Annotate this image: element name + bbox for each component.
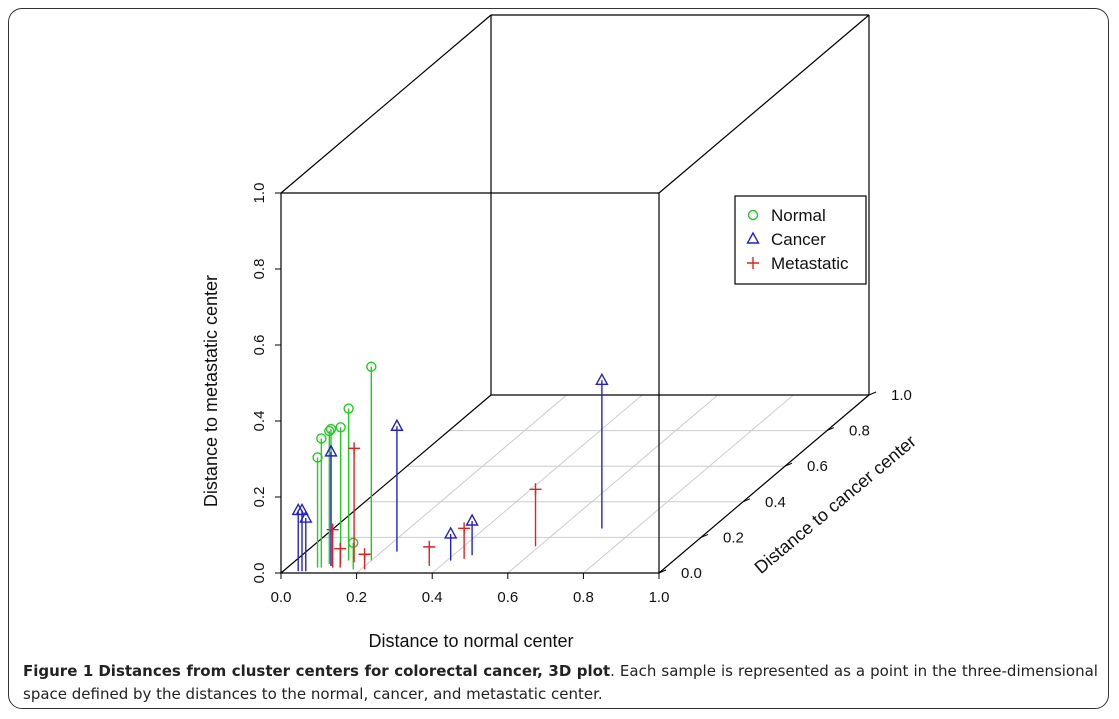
point-cancer (324, 444, 338, 457)
z-tick-label: 0.6 (251, 335, 268, 356)
x-tick-label: 0.8 (573, 589, 594, 606)
point-cancer (746, 231, 760, 244)
box-edge (658, 14, 870, 194)
point-metastatic (334, 542, 347, 555)
y-tick (700, 533, 709, 538)
point-cancer (295, 502, 309, 516)
box-edge (280, 14, 492, 194)
point-normal (325, 423, 337, 435)
caption-body: . Each sample is represented as a point … (23, 662, 1098, 703)
z-tick-label: 0.0 (251, 563, 268, 584)
point-normal (312, 452, 323, 463)
z-tick-label: 0.4 (251, 411, 268, 432)
y-tick-label: 0.0 (681, 565, 702, 582)
figure-frame: 0.0 0.2 0.4 0.6 0.8 1.0 0.0 0.2 0.4 0.6 0.8 1.0 0.0 0… (8, 8, 1109, 709)
point-metastatic (458, 522, 471, 535)
point-metastatic (348, 442, 361, 455)
point-normal (747, 209, 759, 221)
grid-line-x (507, 394, 719, 574)
scatter3d-plot: 0.0 0.2 0.4 0.6 0.8 1.0 0.0 0.2 0.4 0.6 0.8 1.0 0.0 0… (201, 14, 920, 649)
y-tick (868, 391, 877, 396)
grid-line-x (431, 394, 643, 574)
point-cancer (299, 510, 313, 523)
point-normal (366, 361, 377, 372)
point-normal (335, 422, 346, 433)
y-tick (742, 498, 751, 503)
caption-figure-label: Figure 1 (23, 662, 94, 680)
z-tick-label: 0.2 (251, 487, 268, 508)
x-tick-label: 0.2 (346, 589, 367, 606)
x-tick-label: 1.0 (649, 589, 670, 606)
point-metastatic (529, 483, 542, 496)
z-tick-label: 0.8 (251, 259, 268, 280)
y-tick (784, 462, 793, 467)
point-metastatic (358, 548, 371, 561)
point-cancer (443, 526, 458, 539)
point-normal (348, 537, 359, 549)
box-edge (280, 394, 492, 574)
z-axis-label: Distance to metastatic center (201, 275, 221, 507)
caption-title: Distances from cluster centers for color… (98, 662, 611, 680)
legend-label: Normal (771, 206, 826, 225)
grid-line-x (356, 394, 567, 574)
point-metastatic (326, 523, 339, 536)
y-tick-label: 0.2 (723, 529, 744, 546)
point-cancer (595, 372, 609, 385)
grid-line-x (583, 394, 794, 574)
point-normal (324, 425, 335, 437)
point-metastatic (423, 540, 436, 553)
figure-caption: Figure 1 Distances from cluster centers … (23, 660, 1098, 706)
y-tick-label: 1.0 (891, 387, 912, 404)
x-axis-label: Distance to normal center (368, 631, 573, 649)
z-tick-label: 1.0 (251, 183, 268, 204)
x-tick-label: 0.4 (422, 589, 443, 606)
y-tick (826, 427, 835, 432)
point-normal (343, 403, 354, 414)
y-tick-label: 0.6 (807, 458, 828, 475)
y-tick-label: 0.4 (765, 494, 786, 511)
point-metastatic (747, 257, 759, 269)
box-edge (658, 394, 870, 574)
x-tick-label: 0.6 (497, 589, 518, 606)
y-tick-label: 0.8 (849, 423, 870, 440)
x-tick-label: 0.0 (271, 589, 292, 606)
point-cancer (465, 513, 479, 526)
legend-label: Cancer (771, 230, 826, 249)
legend-label: Metastatic (771, 254, 849, 273)
point-cancer (390, 418, 404, 431)
point-normal (316, 433, 327, 444)
y-tick (658, 569, 667, 574)
